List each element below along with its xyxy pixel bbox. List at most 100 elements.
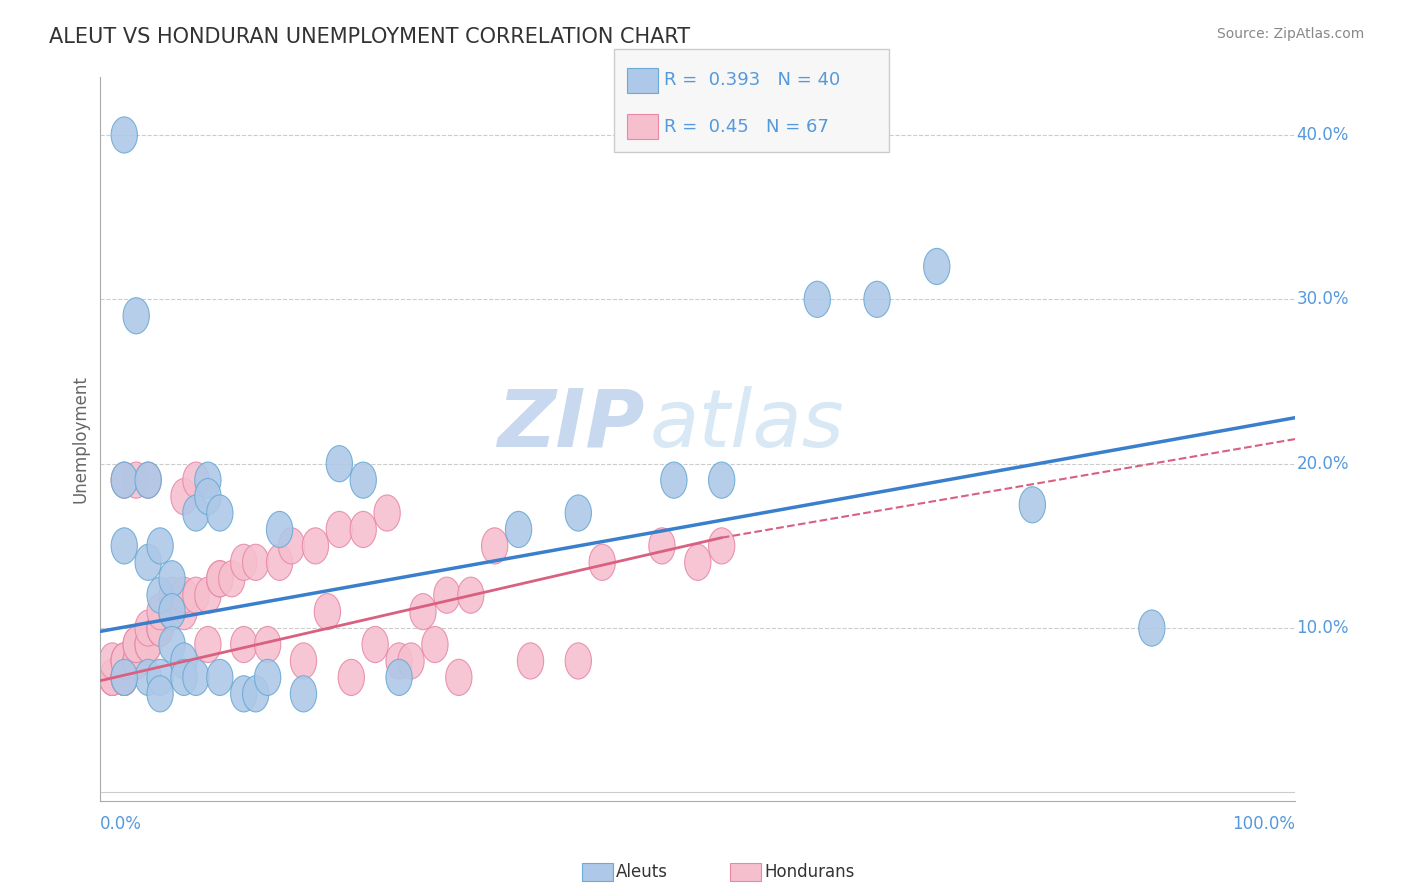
Text: 0.0%: 0.0% bbox=[100, 815, 142, 833]
Ellipse shape bbox=[172, 593, 197, 630]
Ellipse shape bbox=[148, 610, 173, 646]
Ellipse shape bbox=[231, 676, 257, 712]
Ellipse shape bbox=[350, 511, 377, 548]
Ellipse shape bbox=[183, 659, 209, 696]
Ellipse shape bbox=[124, 298, 149, 334]
Ellipse shape bbox=[172, 577, 197, 614]
Ellipse shape bbox=[302, 528, 329, 564]
Ellipse shape bbox=[124, 462, 149, 499]
Ellipse shape bbox=[505, 511, 531, 548]
Ellipse shape bbox=[207, 561, 233, 597]
Ellipse shape bbox=[100, 659, 125, 696]
Ellipse shape bbox=[148, 610, 173, 646]
Ellipse shape bbox=[267, 511, 292, 548]
Ellipse shape bbox=[243, 676, 269, 712]
Ellipse shape bbox=[100, 659, 125, 696]
Ellipse shape bbox=[148, 577, 173, 614]
Ellipse shape bbox=[183, 495, 209, 531]
Text: Aleuts: Aleuts bbox=[616, 863, 668, 881]
Ellipse shape bbox=[254, 659, 281, 696]
Ellipse shape bbox=[195, 626, 221, 663]
Ellipse shape bbox=[565, 495, 592, 531]
Ellipse shape bbox=[111, 659, 138, 696]
Y-axis label: Unemployment: Unemployment bbox=[72, 376, 89, 503]
Ellipse shape bbox=[111, 659, 138, 696]
Ellipse shape bbox=[385, 643, 412, 679]
Ellipse shape bbox=[183, 462, 209, 499]
Ellipse shape bbox=[111, 528, 138, 564]
Ellipse shape bbox=[111, 659, 138, 696]
Ellipse shape bbox=[135, 626, 162, 663]
Ellipse shape bbox=[589, 544, 616, 581]
Ellipse shape bbox=[661, 462, 688, 499]
Ellipse shape bbox=[111, 643, 138, 679]
Ellipse shape bbox=[159, 577, 186, 614]
Text: Hondurans: Hondurans bbox=[765, 863, 855, 881]
Ellipse shape bbox=[481, 528, 508, 564]
Ellipse shape bbox=[124, 643, 149, 679]
Text: R =  0.393   N = 40: R = 0.393 N = 40 bbox=[664, 71, 839, 89]
Ellipse shape bbox=[111, 643, 138, 679]
Ellipse shape bbox=[254, 626, 281, 663]
Ellipse shape bbox=[100, 643, 125, 679]
Ellipse shape bbox=[517, 643, 544, 679]
Ellipse shape bbox=[290, 643, 316, 679]
Ellipse shape bbox=[924, 248, 950, 285]
Ellipse shape bbox=[231, 626, 257, 663]
Ellipse shape bbox=[409, 593, 436, 630]
Ellipse shape bbox=[326, 446, 353, 482]
Ellipse shape bbox=[326, 511, 353, 548]
Ellipse shape bbox=[267, 544, 292, 581]
Ellipse shape bbox=[159, 593, 186, 630]
Ellipse shape bbox=[374, 495, 401, 531]
Text: R =  0.45   N = 67: R = 0.45 N = 67 bbox=[664, 118, 828, 136]
Ellipse shape bbox=[337, 659, 364, 696]
Text: 30.0%: 30.0% bbox=[1296, 290, 1348, 309]
Ellipse shape bbox=[135, 462, 162, 499]
Ellipse shape bbox=[433, 577, 460, 614]
Ellipse shape bbox=[148, 528, 173, 564]
Ellipse shape bbox=[100, 659, 125, 696]
Text: atlas: atlas bbox=[650, 385, 845, 464]
Ellipse shape bbox=[148, 610, 173, 646]
Ellipse shape bbox=[159, 561, 186, 597]
Ellipse shape bbox=[135, 626, 162, 663]
Ellipse shape bbox=[207, 561, 233, 597]
Ellipse shape bbox=[219, 561, 245, 597]
Ellipse shape bbox=[278, 528, 305, 564]
Ellipse shape bbox=[148, 659, 173, 696]
Ellipse shape bbox=[111, 659, 138, 696]
Ellipse shape bbox=[159, 626, 186, 663]
Ellipse shape bbox=[111, 117, 138, 153]
Ellipse shape bbox=[243, 544, 269, 581]
Ellipse shape bbox=[314, 593, 340, 630]
Ellipse shape bbox=[446, 659, 472, 696]
Ellipse shape bbox=[135, 659, 162, 696]
Ellipse shape bbox=[111, 643, 138, 679]
Text: 10.0%: 10.0% bbox=[1296, 619, 1348, 637]
Ellipse shape bbox=[195, 577, 221, 614]
Ellipse shape bbox=[183, 577, 209, 614]
Ellipse shape bbox=[135, 462, 162, 499]
Ellipse shape bbox=[172, 659, 197, 696]
Ellipse shape bbox=[207, 659, 233, 696]
Ellipse shape bbox=[195, 478, 221, 515]
Ellipse shape bbox=[231, 544, 257, 581]
Ellipse shape bbox=[350, 462, 377, 499]
Ellipse shape bbox=[207, 495, 233, 531]
Ellipse shape bbox=[111, 462, 138, 499]
Ellipse shape bbox=[124, 643, 149, 679]
Ellipse shape bbox=[565, 643, 592, 679]
Ellipse shape bbox=[195, 462, 221, 499]
Ellipse shape bbox=[290, 676, 316, 712]
Text: 20.0%: 20.0% bbox=[1296, 455, 1348, 473]
Ellipse shape bbox=[135, 544, 162, 581]
Ellipse shape bbox=[398, 643, 425, 679]
Ellipse shape bbox=[124, 643, 149, 679]
Text: 100.0%: 100.0% bbox=[1232, 815, 1295, 833]
Ellipse shape bbox=[1019, 487, 1046, 523]
Ellipse shape bbox=[159, 593, 186, 630]
Text: ALEUT VS HONDURAN UNEMPLOYMENT CORRELATION CHART: ALEUT VS HONDURAN UNEMPLOYMENT CORRELATI… bbox=[49, 27, 690, 46]
Ellipse shape bbox=[148, 593, 173, 630]
Ellipse shape bbox=[685, 544, 711, 581]
